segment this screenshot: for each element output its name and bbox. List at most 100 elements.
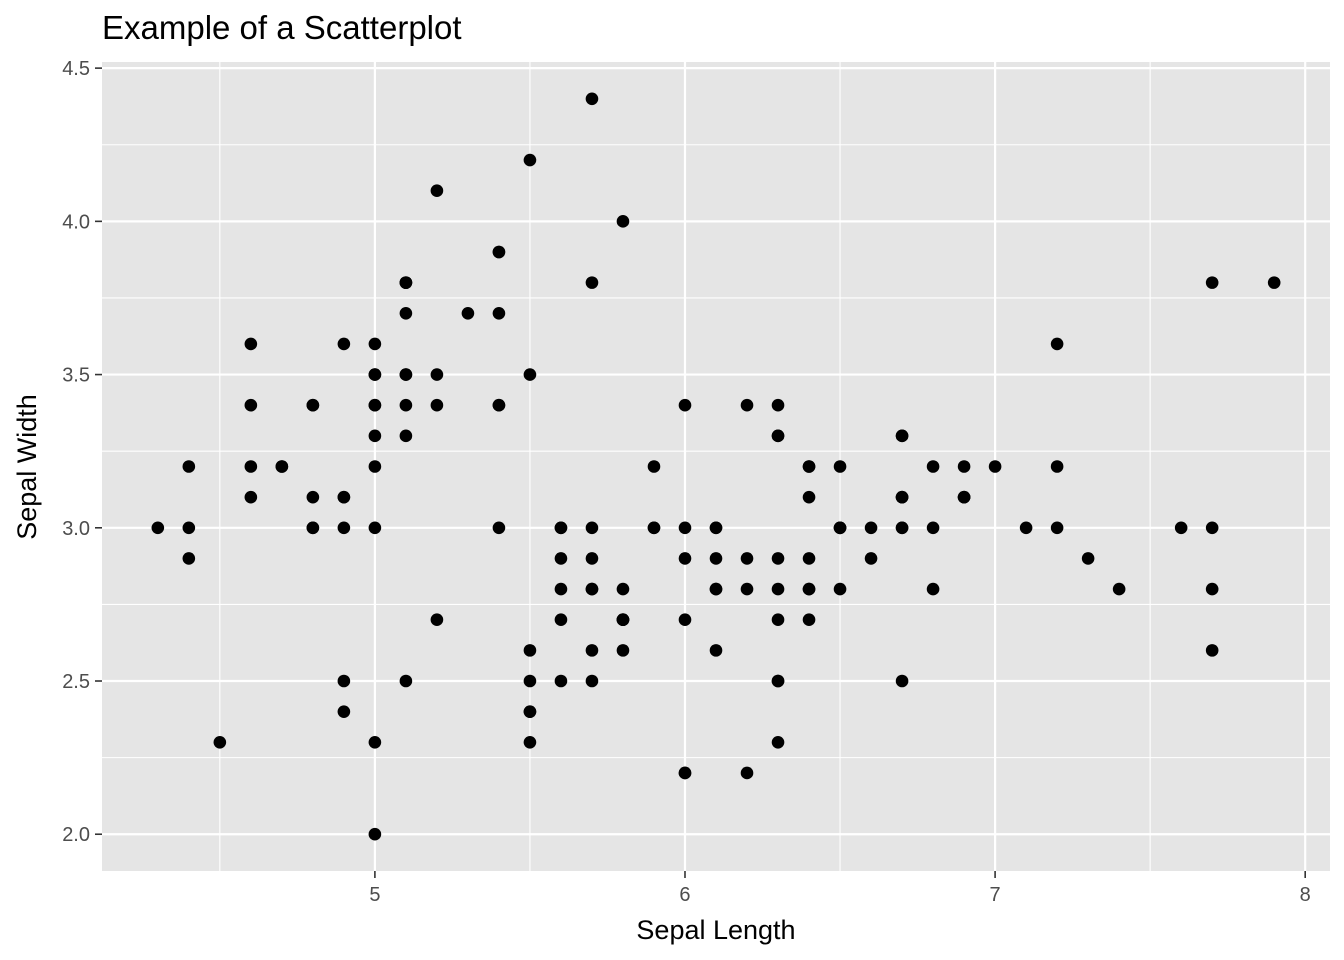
data-point <box>616 582 630 596</box>
data-point <box>368 521 382 535</box>
data-point <box>430 368 444 381</box>
data-point <box>554 674 568 688</box>
y-tick-label: 2.5 <box>62 671 90 693</box>
data-point <box>678 613 692 627</box>
data-point <box>275 460 289 473</box>
data-point <box>523 674 537 688</box>
data-point <box>616 644 630 657</box>
data-point <box>368 429 382 443</box>
data-point <box>585 582 599 596</box>
data-point <box>368 735 382 749</box>
data-point <box>771 429 785 443</box>
data-point <box>771 582 785 596</box>
y-axis-title: Sepal Width <box>12 394 42 540</box>
data-point <box>523 644 537 657</box>
data-point <box>244 398 258 412</box>
data-point <box>1081 552 1095 565</box>
data-point <box>771 552 785 565</box>
data-point <box>430 398 444 412</box>
data-point <box>833 582 847 596</box>
data-point <box>461 306 475 320</box>
data-point <box>244 460 258 473</box>
data-point <box>616 613 630 627</box>
data-point <box>1267 276 1281 289</box>
data-point <box>802 490 816 504</box>
data-point <box>833 460 847 473</box>
data-point <box>709 582 723 596</box>
data-point <box>647 521 661 535</box>
data-point <box>709 521 723 535</box>
data-point <box>213 735 227 749</box>
data-point <box>1050 460 1064 473</box>
data-point <box>399 674 413 688</box>
data-point <box>585 92 599 106</box>
x-tick-label: 5 <box>369 884 380 906</box>
x-tick-label: 6 <box>679 884 690 906</box>
data-point <box>585 674 599 688</box>
data-point <box>368 337 382 351</box>
data-point <box>151 521 165 535</box>
data-point <box>895 521 909 535</box>
data-point <box>802 460 816 473</box>
data-point <box>492 398 506 412</box>
data-point <box>337 705 351 718</box>
data-point <box>399 429 413 443</box>
x-tick-label: 8 <box>1300 884 1311 906</box>
data-point <box>182 460 196 473</box>
data-point <box>182 521 196 535</box>
data-point <box>1050 337 1064 351</box>
data-point <box>1205 276 1219 289</box>
data-point <box>802 552 816 565</box>
data-point <box>399 276 413 289</box>
data-point <box>1112 582 1126 596</box>
data-point <box>399 368 413 381</box>
chart-title: Example of a Scatterplot <box>102 9 462 46</box>
data-point <box>678 521 692 535</box>
data-point <box>523 368 537 381</box>
data-point <box>430 184 444 198</box>
data-point <box>337 490 351 504</box>
data-point <box>554 613 568 627</box>
data-point <box>895 674 909 688</box>
data-point <box>492 245 506 259</box>
data-point <box>740 766 754 780</box>
data-point <box>306 521 320 535</box>
y-axis: 2.0 2.5 3.0 3.5 4.0 4.5 <box>62 58 102 846</box>
data-point <box>554 521 568 535</box>
data-point <box>740 582 754 596</box>
data-point <box>771 735 785 749</box>
data-point <box>647 460 661 473</box>
data-point <box>306 398 320 412</box>
data-point <box>554 552 568 565</box>
data-point <box>926 460 940 473</box>
data-point <box>957 460 971 473</box>
data-point <box>678 552 692 565</box>
data-point <box>585 521 599 535</box>
y-tick-label: 4.0 <box>62 211 90 233</box>
data-point <box>306 490 320 504</box>
x-axis-title: Sepal Length <box>636 915 795 945</box>
data-point <box>523 153 537 167</box>
data-point <box>709 552 723 565</box>
y-tick-label: 3.5 <box>62 365 90 387</box>
data-point <box>864 521 878 535</box>
data-point <box>523 705 537 718</box>
data-point <box>585 644 599 657</box>
data-point <box>492 521 506 535</box>
data-point <box>337 674 351 688</box>
data-point <box>771 613 785 627</box>
data-point <box>740 552 754 565</box>
y-tick-label: 3.0 <box>62 518 90 540</box>
data-point <box>585 276 599 289</box>
data-point <box>833 521 847 535</box>
data-point <box>1205 644 1219 657</box>
plot-panel <box>102 62 1330 871</box>
data-point <box>523 735 537 749</box>
data-point <box>368 368 382 381</box>
data-point <box>771 398 785 412</box>
data-point <box>492 306 506 320</box>
data-point <box>864 552 878 565</box>
data-point <box>678 766 692 780</box>
data-point <box>802 613 816 627</box>
